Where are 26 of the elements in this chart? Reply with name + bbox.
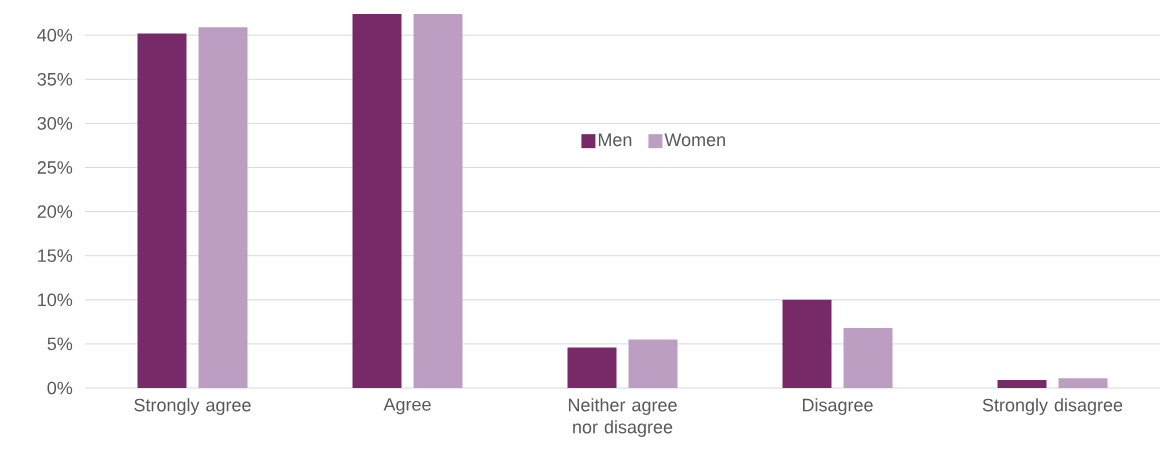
- bar: [137, 33, 187, 388]
- x-tick-label: Agree: [383, 398, 431, 415]
- x-tick-label: Strongly disagree: [982, 398, 1123, 415]
- bar: [1058, 378, 1108, 388]
- y-tick-label: 10%: [38, 293, 73, 307]
- bar: [567, 347, 617, 388]
- legend-label: Men: [598, 133, 632, 147]
- x-tick-label: Disagree: [802, 398, 873, 415]
- y-tick-label: 25%: [37, 161, 73, 174]
- y-tick-label: 35%: [37, 72, 73, 86]
- bar: [352, 14, 402, 388]
- y-tick-label: 15%: [38, 249, 73, 263]
- bar: [997, 380, 1047, 388]
- bar: [413, 14, 463, 388]
- bar: [782, 299, 832, 388]
- bar: [843, 328, 893, 388]
- bar: [628, 339, 678, 388]
- y-tick-label: 30%: [37, 117, 73, 130]
- bar: [198, 27, 248, 388]
- y-tick-label: 0%: [47, 381, 73, 395]
- x-tick-label: Neither agree nor disagree: [568, 398, 677, 437]
- y-tick-label: 5%: [47, 337, 73, 351]
- x-tick-label: Strongly agree: [134, 398, 251, 415]
- legend-label: Women: [664, 133, 725, 147]
- y-tick-label: 40%: [37, 28, 73, 42]
- y-tick-label: 20%: [37, 205, 73, 218]
